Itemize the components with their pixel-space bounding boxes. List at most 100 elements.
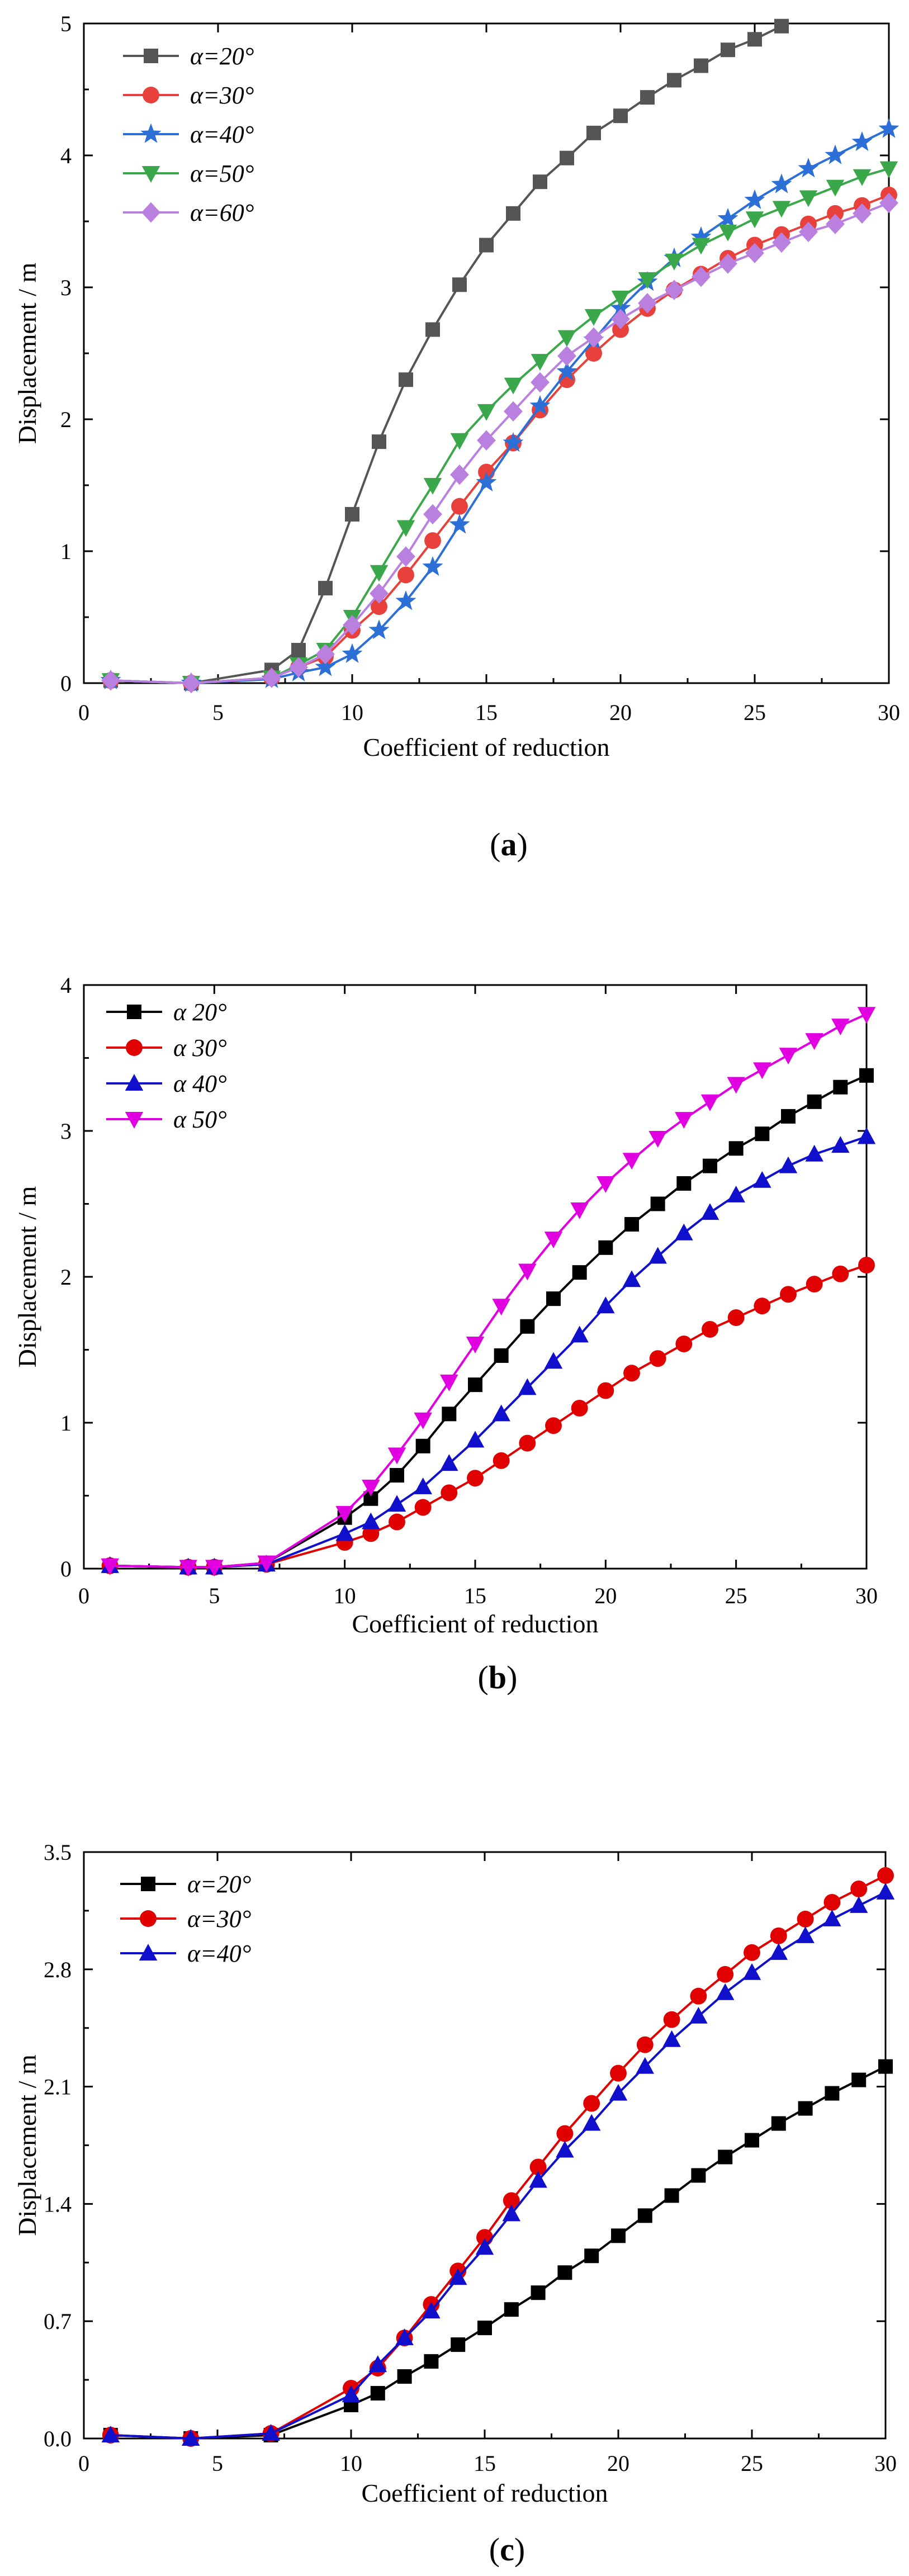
legend-entry: α=20° bbox=[123, 42, 254, 70]
data-point bbox=[492, 1299, 510, 1316]
data-point bbox=[692, 266, 711, 287]
data-point bbox=[700, 1094, 719, 1111]
data-point bbox=[727, 1309, 745, 1327]
data-point bbox=[823, 1909, 841, 1926]
data-point bbox=[479, 238, 494, 253]
data-point bbox=[623, 1365, 640, 1382]
data-point bbox=[598, 1240, 613, 1255]
data-point bbox=[640, 90, 655, 105]
y-axis-title: Displacement / m bbox=[13, 2054, 41, 2236]
panel-caption: (c) bbox=[489, 2531, 525, 2568]
data-point bbox=[399, 372, 413, 387]
legend-label: α 20° bbox=[173, 998, 227, 1026]
panel-c: 0 5 10 15 20 25 30 0.0 0.7 1.4 2.1 2.8 3.5 Coefficien… bbox=[13, 1840, 897, 2568]
legend-entry: α 40° bbox=[106, 1070, 227, 1097]
data-point bbox=[799, 190, 818, 207]
data-point bbox=[126, 1039, 143, 1056]
data-point bbox=[825, 2086, 840, 2101]
series-line bbox=[110, 1264, 867, 1569]
data-point bbox=[877, 1867, 894, 1884]
series-line bbox=[110, 1891, 886, 2440]
y-tick-label: 4 bbox=[60, 143, 72, 168]
data-point bbox=[781, 1109, 796, 1124]
x-tick-label: 20 bbox=[607, 2451, 629, 2476]
x-tick-label: 15 bbox=[475, 700, 498, 725]
data-point bbox=[772, 201, 791, 218]
data-point bbox=[101, 670, 120, 691]
data-point bbox=[609, 2083, 628, 2101]
data-point bbox=[368, 2355, 387, 2373]
data-point bbox=[125, 1112, 144, 1129]
data-point bbox=[755, 1126, 770, 1142]
data-point bbox=[610, 297, 631, 318]
data-point bbox=[396, 520, 415, 537]
y-axis-title: Displacement / m bbox=[13, 1186, 41, 1368]
data-point bbox=[611, 290, 630, 307]
data-point bbox=[125, 1074, 144, 1091]
data-point bbox=[556, 2141, 574, 2158]
data-point bbox=[807, 1094, 822, 1109]
data-point bbox=[342, 2385, 361, 2403]
x-tick-label: 15 bbox=[474, 2451, 496, 2476]
data-point bbox=[389, 1513, 405, 1531]
x-tick-label: 30 bbox=[878, 700, 900, 725]
data-point bbox=[345, 506, 359, 522]
data-point bbox=[857, 1127, 876, 1144]
data-point bbox=[127, 1005, 141, 1019]
data-point bbox=[825, 144, 846, 164]
data-point bbox=[362, 1525, 380, 1542]
data-point bbox=[831, 1136, 850, 1153]
data-point bbox=[572, 1265, 587, 1280]
data-point bbox=[466, 1337, 485, 1353]
data-point bbox=[141, 166, 160, 183]
x-tick-label: 5 bbox=[209, 1583, 220, 1608]
data-point bbox=[826, 179, 845, 197]
data-point bbox=[584, 2248, 599, 2264]
legend-label: α=40° bbox=[190, 121, 254, 148]
data-point bbox=[676, 1176, 692, 1191]
data-point bbox=[771, 173, 792, 193]
data-point bbox=[611, 309, 630, 329]
data-point bbox=[610, 2064, 627, 2082]
data-point bbox=[556, 361, 577, 381]
data-point bbox=[774, 18, 789, 34]
data-point bbox=[179, 1560, 197, 1577]
legend-label: α=20° bbox=[190, 42, 254, 70]
data-point bbox=[717, 207, 738, 228]
data-point bbox=[529, 2171, 547, 2188]
data-point bbox=[753, 1062, 771, 1079]
legend-entry: α 30° bbox=[106, 1034, 227, 1062]
data-point bbox=[316, 643, 335, 665]
y-tick-label: 3.5 bbox=[44, 1840, 72, 1865]
data-point bbox=[520, 1319, 535, 1334]
y-tick-label: 2 bbox=[60, 407, 72, 432]
data-point bbox=[771, 2116, 786, 2131]
x-tick-label: 25 bbox=[741, 2451, 763, 2476]
y-tick-label: 3 bbox=[60, 275, 72, 300]
data-point bbox=[395, 590, 416, 610]
panel-a: 0 5 10 15 20 25 30 0 1 2 3 4 5 Coefficient of reducti… bbox=[13, 11, 900, 863]
legend-label: α 30° bbox=[173, 1034, 227, 1062]
data-point bbox=[101, 1558, 119, 1575]
data-point bbox=[414, 1477, 432, 1494]
data-point bbox=[370, 2386, 385, 2401]
data-point bbox=[690, 226, 712, 247]
data-point bbox=[570, 1325, 589, 1343]
data-point bbox=[859, 1068, 874, 1083]
y-tick-label: 2.8 bbox=[44, 1957, 72, 1982]
data-point bbox=[857, 1007, 876, 1024]
data-point bbox=[387, 1447, 406, 1465]
data-point bbox=[665, 253, 684, 271]
data-point bbox=[721, 42, 735, 58]
data-point bbox=[343, 614, 362, 636]
legend-label: α=30° bbox=[187, 1905, 251, 1933]
legend-label: α 40° bbox=[173, 1070, 227, 1097]
x-tick-label: 5 bbox=[212, 700, 224, 725]
data-point bbox=[703, 1158, 717, 1173]
data-point bbox=[727, 1185, 745, 1202]
series-line bbox=[110, 25, 782, 685]
x-tick-label: 25 bbox=[725, 1583, 747, 1608]
data-point bbox=[504, 2302, 519, 2317]
y-tick-label: 3 bbox=[60, 1119, 72, 1144]
data-point bbox=[315, 656, 336, 676]
